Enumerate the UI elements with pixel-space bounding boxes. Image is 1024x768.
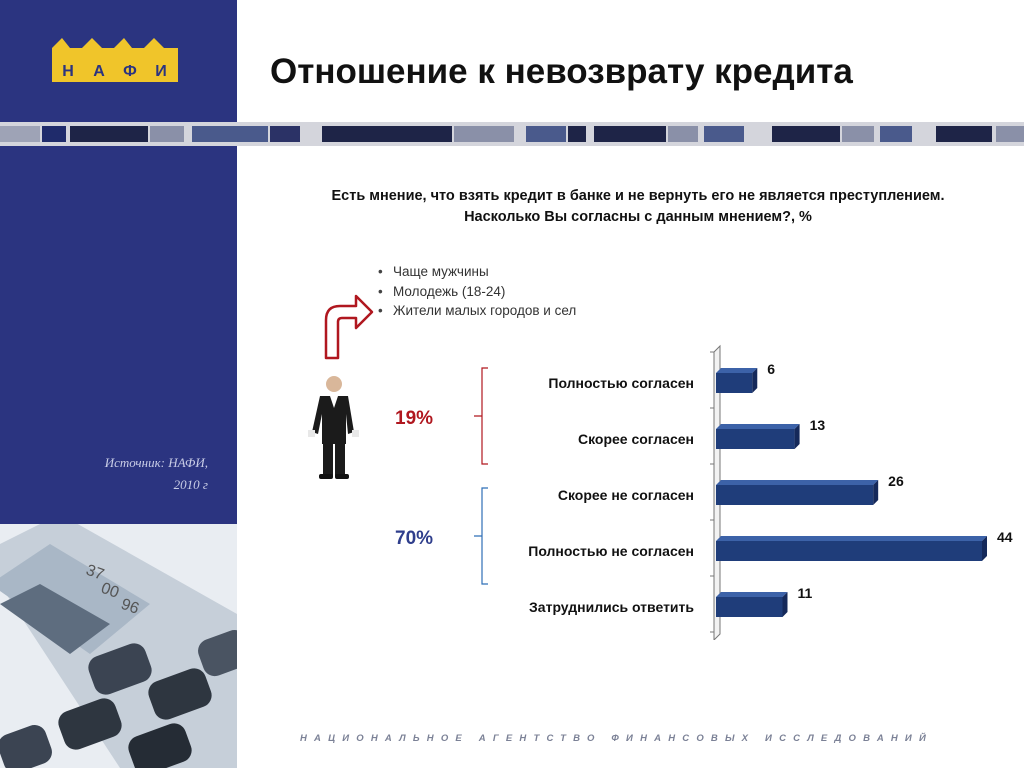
bar-chart: Полностью согласен Скорее согласен Скорее … [474,344,1013,640]
bar [716,480,879,505]
category-label: Полностью согласен [548,375,694,391]
svg-text:00: 00 [99,580,122,602]
calculator-photo: 37 00 96 [0,524,237,768]
data-label: 26 [888,473,904,489]
bar [716,368,758,393]
list-item: Жители малых городов и сел [378,301,576,321]
nafi-logo: Н А Ф И [52,38,178,82]
source-year: 2010 г [173,477,208,492]
bar [716,536,987,561]
footer-agency-name: НАЦИОНАЛЬНОЕ АГЕНТСТВО ФИНАНСОВЫХ ИССЛЕД… [300,733,934,744]
page-title: Отношение к невозврату кредита [270,52,853,91]
data-label: 6 [767,361,775,377]
notes-list: Чаще мужчины Молодежь (18-24) Жители мал… [378,262,576,321]
category-label: Скорее согласен [578,431,694,447]
list-item: Чаще мужчины [378,262,576,282]
bar [716,592,788,617]
disagree-bracket [474,487,488,585]
svg-text:37: 37 [84,562,107,584]
category-label: Затруднились ответить [529,599,694,615]
question-line-2: Насколько Вы согласны с данным мнением?,… [464,209,812,225]
source-line: Источник: НАФИ, [104,455,208,470]
data-label: 11 [798,585,813,601]
svg-text:96: 96 [119,596,142,618]
question-line-1: Есть мнение, что взять кредит в банке и … [331,188,945,204]
agree-total: 19% [395,408,434,429]
list-item: Молодежь (18-24) [378,282,576,302]
header-panel [237,0,1024,122]
disagree-total: 70% [395,528,434,549]
up-right-arrow-icon [324,294,374,360]
category-label: Скорее не согласен [558,487,694,503]
category-label: Полностью не согласен [528,543,694,559]
decorative-stripe [0,122,1024,146]
data-label: 13 [810,417,826,433]
sidebar-panel [0,146,237,524]
svg-text:А: А [93,63,105,80]
businessman-figure [308,376,359,479]
agree-bracket [474,367,488,465]
svg-text:Н: Н [62,63,74,80]
data-label: 44 [997,529,1013,545]
svg-text:И: И [155,63,167,80]
source-note: Источник: НАФИ, 2010 г [60,452,208,496]
survey-question: Есть мнение, что взять кредит в банке и … [252,186,1024,228]
bar [716,424,800,449]
svg-text:Ф: Ф [123,63,137,80]
